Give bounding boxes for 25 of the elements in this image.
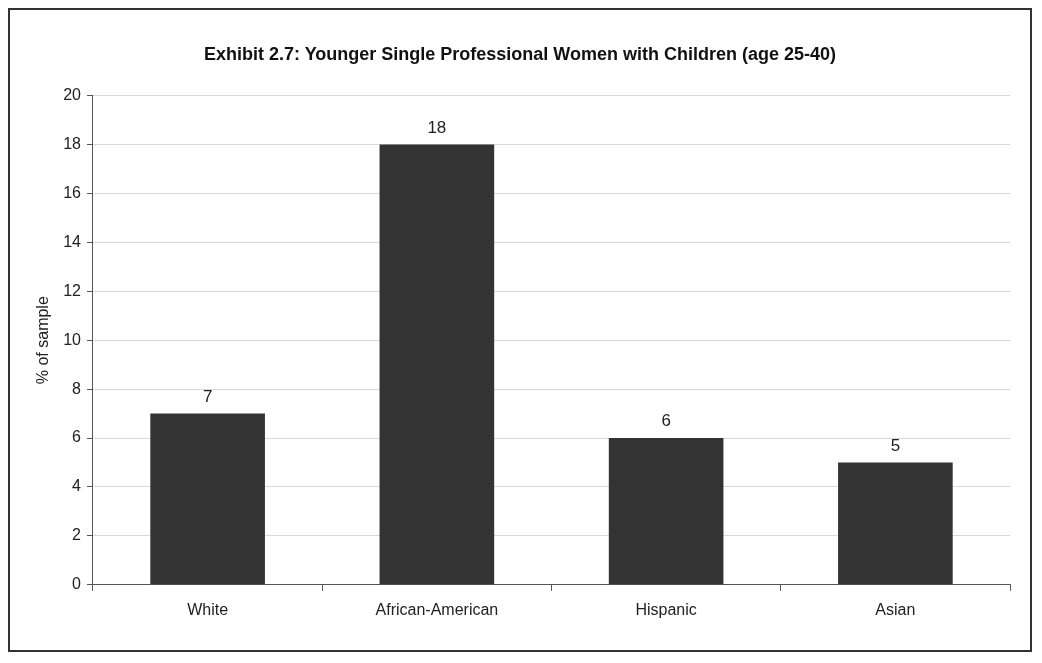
y-tick-label: 4 <box>72 477 82 495</box>
x-tick-label: Hispanic <box>635 600 697 618</box>
x-tick-label: Asian <box>875 600 916 618</box>
data-label: 18 <box>427 117 447 137</box>
bar <box>608 438 724 585</box>
bar <box>150 413 265 585</box>
y-tick-label: 8 <box>72 379 82 397</box>
data-label: 5 <box>890 435 901 455</box>
y-tick-label: 10 <box>63 330 82 348</box>
y-tick-label: 6 <box>72 428 82 446</box>
y-tick-label: 16 <box>63 183 82 201</box>
x-tick-label: African-American <box>375 600 499 618</box>
chart-title: Exhibit 2.7: Younger Single Professional Women with Children (age 25-40) <box>203 43 837 64</box>
data-label: 6 <box>661 411 671 431</box>
y-tick-label: 12 <box>63 281 82 299</box>
y-tick-label: 14 <box>63 232 82 250</box>
y-tick-label: 18 <box>63 134 82 152</box>
bar <box>379 144 495 585</box>
y-tick-label: 2 <box>72 526 82 544</box>
y-tick-label: 0 <box>72 575 82 593</box>
y-tick-label: 20 <box>63 86 82 104</box>
x-tick-label: White <box>187 600 229 618</box>
y-axis-title: % of sample <box>34 296 52 385</box>
bar <box>838 462 953 585</box>
data-label: 7 <box>202 386 213 406</box>
